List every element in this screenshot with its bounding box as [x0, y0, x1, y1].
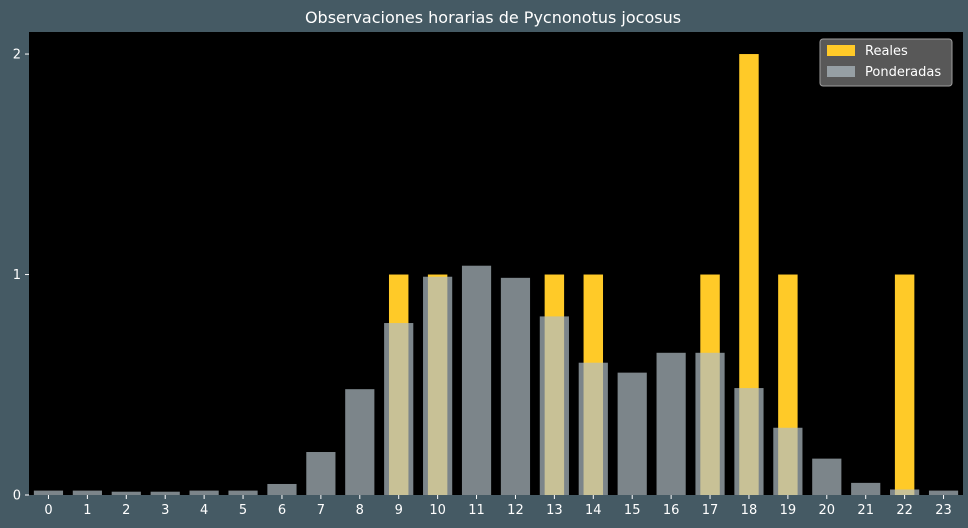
x-tick-label: 5: [239, 503, 247, 518]
series-ponderadas: [33, 265, 959, 495]
x-axis: 0 1 2 3 4 5 6 7 8 9 10 11 12 13 14 15 16 17 18 19 20 21 22 23: [44, 495, 952, 518]
bar-ponderadas-hour-3: [150, 491, 180, 495]
bar-ponderadas-hour-0: [33, 490, 64, 495]
legend: Reales Ponderadas: [819, 38, 953, 87]
x-tick-label: 14: [585, 503, 602, 518]
bar-ponderadas-hour-12: [500, 277, 531, 495]
bar-ponderadas-hour-18: [734, 388, 764, 495]
x-tick-label: 19: [780, 503, 797, 518]
x-tick-label: 0: [44, 503, 52, 518]
y-tick-label: 2: [13, 48, 21, 63]
x-tick-label: 3: [161, 503, 169, 518]
x-tick-label: 4: [200, 503, 208, 518]
y-axis: 0 1 2: [13, 48, 29, 504]
x-tick-label: 23: [935, 503, 952, 518]
bar-ponderadas-hour-21: [851, 482, 881, 495]
bar-ponderadas-hour-19: [773, 427, 803, 495]
x-tick-label: 2: [122, 503, 130, 518]
y-tick-label: 0: [13, 489, 21, 504]
bar-reales-hour-18: [739, 54, 759, 496]
x-tick-label: 17: [702, 503, 719, 518]
bar-ponderadas-hour-2: [111, 491, 141, 495]
x-tick-label: 16: [663, 503, 680, 518]
bar-ponderadas-hour-20: [812, 458, 842, 495]
legend-label-reales: Reales: [865, 44, 908, 59]
bar-ponderadas-hour-15: [617, 372, 647, 495]
x-tick-label: 22: [896, 503, 913, 518]
bar-ponderadas-hour-9: [384, 323, 414, 495]
bar-reales-hour-22: [894, 274, 915, 495]
bar-ponderadas-hour-1: [72, 490, 102, 495]
x-tick-label: 18: [741, 503, 758, 518]
x-tick-label: 7: [317, 503, 325, 518]
x-tick-label: 21: [857, 503, 874, 518]
x-tick-label: 1: [83, 503, 91, 518]
bar-ponderadas-hour-7: [306, 452, 336, 495]
bar-ponderadas-hour-8: [345, 389, 375, 495]
x-tick-label: 15: [624, 503, 641, 518]
bar-ponderadas-hour-6: [267, 483, 297, 495]
bar-ponderadas-hour-16: [656, 352, 686, 495]
bar-ponderadas-hour-4: [189, 490, 219, 495]
plot-area: [29, 32, 963, 495]
chart-title: Observaciones horarias de Pycnonotus joc…: [305, 8, 681, 27]
bar-ponderadas-hour-10: [423, 276, 453, 495]
bar-ponderadas-hour-23: [928, 490, 959, 495]
bar-ponderadas-hour-17: [695, 352, 725, 495]
y-tick-label: 1: [13, 268, 21, 283]
x-tick-label: 13: [546, 503, 563, 518]
legend-swatch-reales: [827, 45, 855, 56]
bar-ponderadas-hour-14: [578, 362, 608, 495]
bar-ponderadas-hour-11: [461, 265, 492, 495]
bar-ponderadas-hour-5: [228, 490, 258, 495]
bar-ponderadas-hour-22: [890, 489, 920, 495]
x-tick-label: 9: [395, 503, 403, 518]
legend-label-ponderadas: Ponderadas: [865, 65, 941, 80]
bar-ponderadas-hour-13: [539, 316, 569, 495]
x-tick-label: 10: [429, 503, 446, 518]
x-tick-label: 11: [468, 503, 485, 518]
x-tick-label: 6: [278, 503, 286, 518]
x-tick-label: 8: [356, 503, 364, 518]
legend-swatch-ponderadas: [827, 66, 855, 77]
x-tick-label: 20: [819, 503, 836, 518]
x-tick-label: 12: [507, 503, 524, 518]
